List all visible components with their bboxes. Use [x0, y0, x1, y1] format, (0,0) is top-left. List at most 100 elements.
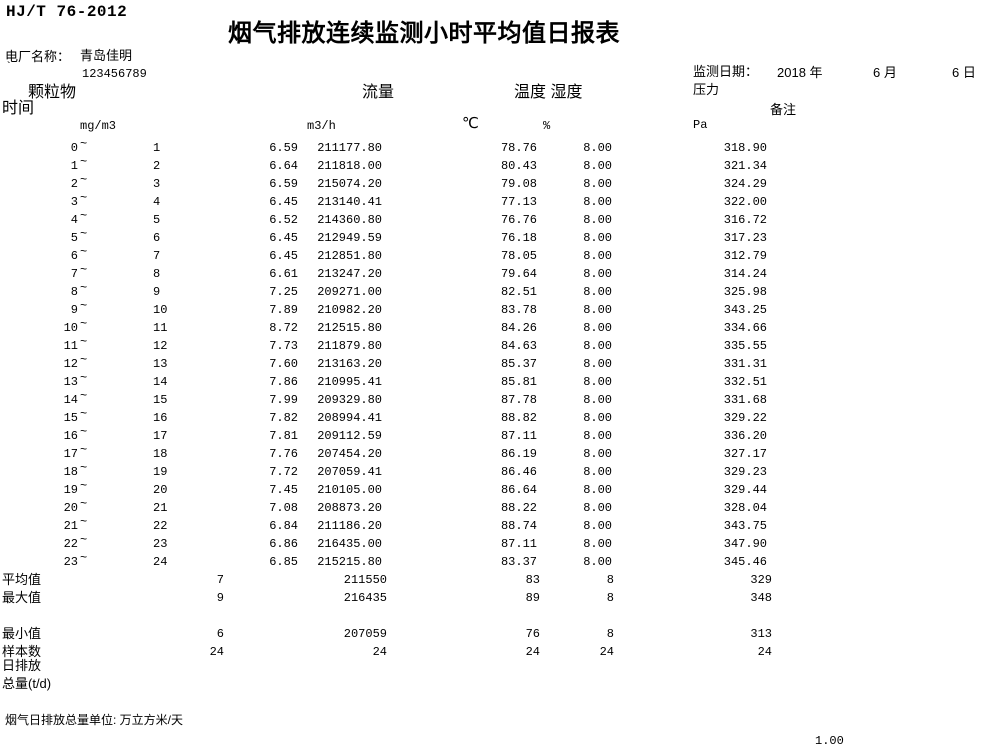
- tilde-mark: ~: [80, 335, 88, 349]
- tilde-mark: ~: [80, 479, 88, 493]
- table-row: 13 ~14 7.86 210995.41 85.81 8.00 332.51: [0, 371, 984, 391]
- monitor-date-month: 6 月: [873, 65, 897, 80]
- temp-cell: 78.76: [500, 141, 537, 155]
- temp-cell: 76: [525, 627, 540, 641]
- pressure-cell: 329.23: [723, 465, 767, 479]
- humidity-cell: 8.00: [583, 303, 612, 317]
- plant-name-label: 电厂名称：: [5, 49, 71, 64]
- humidity-cell: 24: [599, 645, 614, 659]
- table-row: 17 ~18 7.76 207454.20 86.19 8.00 327.17: [0, 443, 984, 463]
- hour-end-cell: 15: [153, 393, 168, 407]
- monitor-date-year: 2018 年: [777, 65, 823, 80]
- pm-cell: 6.85: [269, 555, 298, 569]
- hour-end-cell: 12: [153, 339, 168, 353]
- hour-start-cell: 14: [63, 393, 78, 407]
- temp-cell: 86.19: [500, 447, 537, 461]
- summary-label: 最小值: [2, 626, 42, 641]
- hour-start-cell: 0: [70, 141, 78, 155]
- pressure-cell: 332.51: [723, 375, 767, 389]
- table-row: 16 ~17 7.81 209112.59 87.11 8.00 336.20: [0, 425, 984, 445]
- pressure-cell: 329: [750, 573, 772, 587]
- hour-start-cell: 17: [63, 447, 78, 461]
- humidity-cell: 8.00: [583, 465, 612, 479]
- table-row: 1 ~2 6.64 211818.00 80.43 8.00 321.34: [0, 155, 984, 175]
- flow-cell: 211879.80: [317, 339, 382, 353]
- pressure-cell: 318.90: [723, 141, 767, 155]
- temp-cell: 87.11: [500, 429, 537, 443]
- pressure-cell: 343.75: [723, 519, 767, 533]
- unit-flow: m3/h: [307, 119, 336, 133]
- pm-cell: 6.45: [269, 231, 298, 245]
- pm-cell: 7.08: [269, 501, 298, 515]
- pm-cell: 6.59: [269, 177, 298, 191]
- temp-cell: 88.82: [500, 411, 537, 425]
- tilde-mark: ~: [80, 425, 88, 439]
- hour-end-cell: 22: [153, 519, 168, 533]
- hour-end-cell: 6: [153, 231, 161, 245]
- hour-start-cell: 9: [70, 303, 78, 317]
- tilde-mark: ~: [80, 551, 88, 565]
- pressure-cell: 321.34: [723, 159, 767, 173]
- table-row: 18 ~19 7.72 207059.41 86.46 8.00 329.23: [0, 461, 984, 481]
- pm-cell: 7.60: [269, 357, 298, 371]
- column-header-flow: 流量: [362, 84, 395, 101]
- hour-start-cell: 11: [63, 339, 78, 353]
- flow-cell: 210105.00: [317, 483, 382, 497]
- tilde-mark: ~: [80, 317, 88, 331]
- pressure-cell: 331.68: [723, 393, 767, 407]
- table-row: 0 ~1 6.59 211177.80 78.76 8.00 318.90: [0, 137, 984, 157]
- tilde-mark: ~: [80, 407, 88, 421]
- summary-row: 样本数 24 24 24 24 24: [0, 643, 984, 661]
- humidity-cell: 8.00: [583, 501, 612, 515]
- table-row: 8 ~9 7.25 209271.00 82.51 8.00 325.98: [0, 281, 984, 301]
- hour-end-cell: 8: [153, 267, 161, 281]
- pressure-cell: 312.79: [723, 249, 767, 263]
- temp-cell: 82.51: [500, 285, 537, 299]
- humidity-cell: 8.00: [583, 177, 612, 191]
- monitor-date-label: 监测日期：: [693, 64, 759, 79]
- hour-end-cell: 4: [153, 195, 161, 209]
- table-row: 2 ~3 6.59 215074.20 79.08 8.00 324.29: [0, 173, 984, 193]
- humidity-cell: 8.00: [583, 321, 612, 335]
- table-row: 12 ~13 7.60 213163.20 85.37 8.00 331.31: [0, 353, 984, 373]
- pm-cell: 7.76: [269, 447, 298, 461]
- hour-start-cell: 6: [70, 249, 78, 263]
- hour-start-cell: 21: [63, 519, 78, 533]
- unit-pressure: Pa: [693, 118, 708, 132]
- humidity-cell: 8.00: [583, 393, 612, 407]
- standard-number: HJ/T 76-2012: [6, 3, 128, 21]
- pressure-cell: 329.22: [723, 411, 767, 425]
- tilde-mark: ~: [80, 497, 88, 511]
- hour-start-cell: 22: [63, 537, 78, 551]
- pressure-cell: 324.29: [723, 177, 767, 191]
- pm-cell: 6.59: [269, 141, 298, 155]
- temp-cell: 24: [525, 645, 540, 659]
- flow-cell: 207059: [343, 627, 387, 641]
- flow-cell: 215215.80: [317, 555, 382, 569]
- hour-start-cell: 5: [70, 231, 78, 245]
- column-header-remark: 备注: [770, 102, 797, 117]
- temp-cell: 76.76: [500, 213, 537, 227]
- hour-start-cell: 1: [70, 159, 78, 173]
- temp-cell: 77.13: [500, 195, 537, 209]
- temp-cell: 87.78: [500, 393, 537, 407]
- temp-cell: 85.81: [500, 375, 537, 389]
- temp-cell: 79.64: [500, 267, 537, 281]
- temp-cell: 83: [525, 573, 540, 587]
- humidity-cell: 8.00: [583, 375, 612, 389]
- summary-label: 最大值: [2, 590, 42, 605]
- pm-cell: 7.89: [269, 303, 298, 317]
- humidity-cell: 8.00: [583, 429, 612, 443]
- table-row: 15 ~16 7.82 208994.41 88.82 8.00 329.22: [0, 407, 984, 427]
- pressure-cell: 313: [750, 627, 772, 641]
- hour-end-cell: 10: [153, 303, 168, 317]
- humidity-cell: 8.00: [583, 519, 612, 533]
- tilde-mark: ~: [80, 155, 88, 169]
- flow-cell: 24: [372, 645, 387, 659]
- table-row: 23 ~24 6.85 215215.80 83.37 8.00 345.46: [0, 551, 984, 571]
- flow-cell: 214360.80: [317, 213, 382, 227]
- flow-cell: 209271.00: [317, 285, 382, 299]
- humidity-cell: 8.00: [583, 159, 612, 173]
- flow-cell: 211177.80: [317, 141, 382, 155]
- plant-tick-mark: `: [5, 60, 13, 74]
